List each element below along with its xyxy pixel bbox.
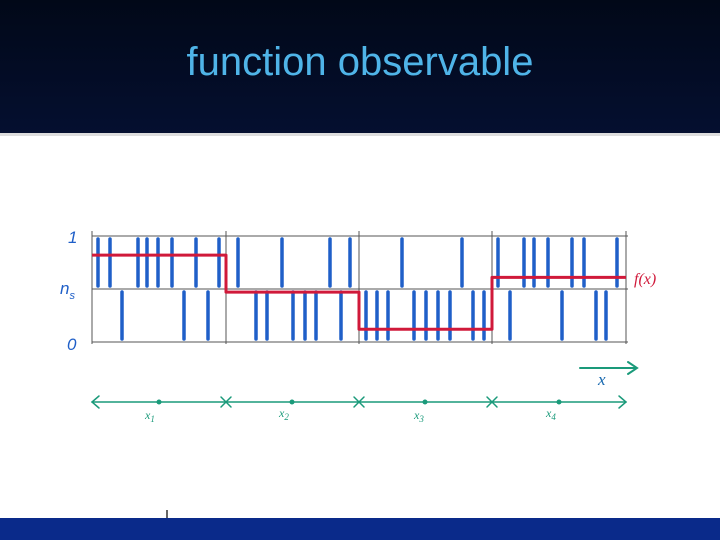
- cell-centers: [156, 399, 562, 405]
- y-label-ns: ns: [60, 279, 75, 302]
- cell-center-dot: [422, 399, 428, 405]
- figure-panel: 1 ns 0 f(x) x: [0, 133, 720, 520]
- cell-center-dot: [156, 399, 162, 405]
- y-label-one: 1: [68, 228, 77, 247]
- cell-label-x2: x2: [278, 406, 289, 422]
- slide-title: function observable: [186, 40, 534, 84]
- cell-label-x1: x1: [144, 408, 155, 424]
- y-label-zero: 0: [67, 335, 77, 354]
- function-step-curve: [92, 253, 626, 331]
- x-axis-label: x: [597, 370, 606, 389]
- cell-center-dot: [289, 399, 295, 405]
- x-direction-arrow: [579, 361, 639, 375]
- axis-tick: [353, 396, 365, 408]
- axis-left-arrow: [90, 395, 100, 409]
- cell-axis: [90, 395, 628, 409]
- function-label: f(x): [634, 271, 656, 288]
- cell-label-x3: x3: [413, 408, 424, 424]
- footer-bar: [0, 518, 720, 540]
- axis-tick: [220, 396, 232, 408]
- observable-diagram: 1 ns 0 f(x) x: [60, 228, 656, 520]
- axis-right-arrow: [618, 395, 628, 409]
- cell-label-x4: x4: [545, 406, 556, 422]
- cell-center-dot: [556, 399, 562, 405]
- axis-tick: [486, 396, 498, 408]
